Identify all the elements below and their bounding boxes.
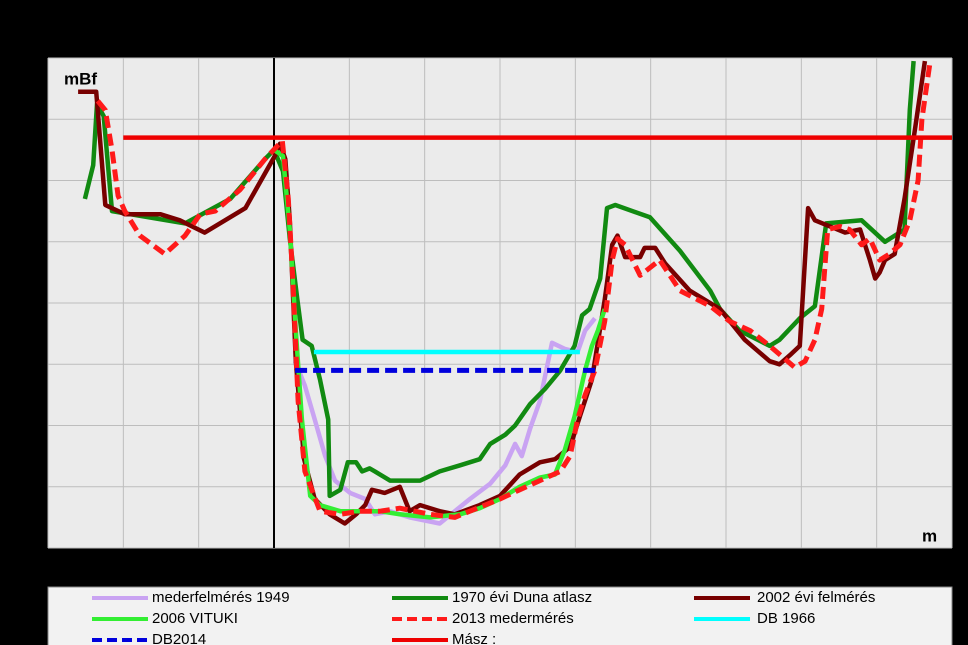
legend-label: 2006 VITUKI (152, 610, 238, 627)
x-axis-title: m (922, 526, 937, 545)
legend: mederfelmérés 1949 1970 évi Duna atlasz 20… (92, 589, 875, 645)
legend-label: DB 1966 (757, 610, 815, 627)
grid (47, 57, 953, 549)
lines (78, 60, 952, 526)
series-line (272, 148, 607, 520)
legend-box (47, 586, 953, 645)
legend-label: 2002 évi felmérés (757, 589, 875, 606)
legend-label: mederfelmérés 1949 (152, 589, 290, 606)
series-line (95, 60, 933, 520)
legend-label: 2013 medermérés (452, 610, 574, 627)
legend-label: 1970 évi Duna atlasz (452, 589, 592, 606)
y-axis-title: mBf (64, 69, 97, 88)
series-line (293, 316, 597, 526)
legend-label: Mász : (452, 631, 496, 645)
legend-label: DB2014 (152, 631, 206, 645)
